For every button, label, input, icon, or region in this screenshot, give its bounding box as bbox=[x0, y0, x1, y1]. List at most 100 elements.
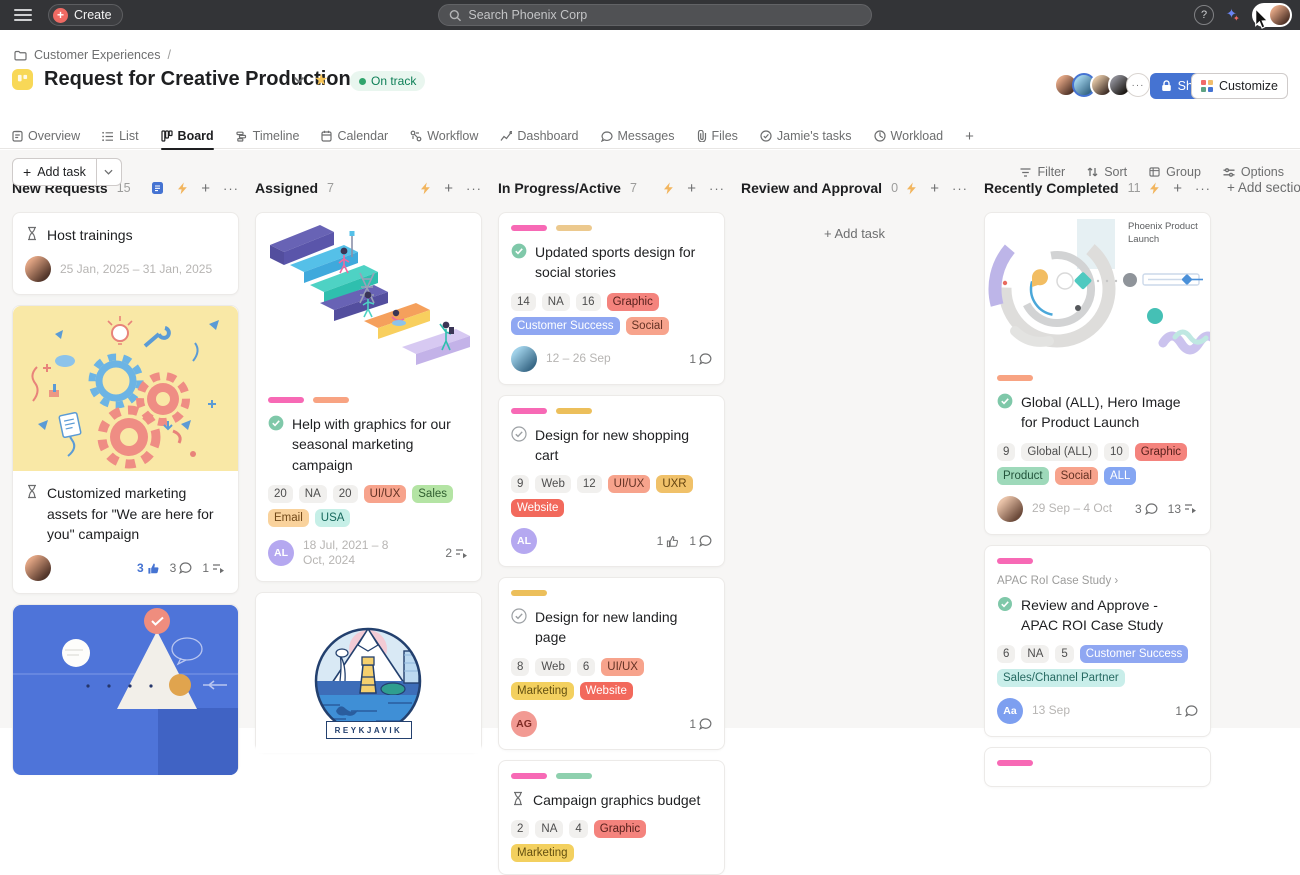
comment-icon[interactable] bbox=[699, 535, 712, 548]
chip[interactable]: Web bbox=[535, 657, 571, 676]
chip[interactable]: Customer Success bbox=[1079, 645, 1189, 664]
tab-workload[interactable]: Workload bbox=[873, 124, 943, 149]
hamburger-menu-icon[interactable] bbox=[14, 9, 32, 21]
rule-bolt-icon[interactable] bbox=[177, 182, 188, 195]
assignee-avatar[interactable] bbox=[511, 345, 537, 372]
chip[interactable]: UXR bbox=[656, 475, 693, 494]
rule-bolt-icon[interactable] bbox=[1149, 182, 1160, 195]
chip[interactable]: Graphic bbox=[1134, 442, 1188, 461]
rule-bolt-icon[interactable] bbox=[663, 182, 674, 195]
column-menu-icon[interactable]: ··· bbox=[709, 180, 725, 196]
comment-icon[interactable] bbox=[699, 352, 712, 365]
parent-task-link[interactable]: APAC RoI Case Study › bbox=[997, 574, 1119, 587]
image-card[interactable] bbox=[12, 604, 239, 776]
task-card[interactable]: Design for new landing page 8 Web 6 UI/U… bbox=[498, 577, 725, 750]
create-button[interactable]: + Create bbox=[48, 4, 123, 26]
chip[interactable]: ALL bbox=[1103, 466, 1137, 485]
tab-workflow[interactable]: Workflow bbox=[410, 124, 478, 149]
thumbs-up-icon[interactable] bbox=[147, 562, 160, 575]
chip[interactable]: Product bbox=[997, 466, 1049, 485]
chip[interactable]: 9 bbox=[997, 442, 1016, 461]
chip[interactable]: Web bbox=[535, 475, 571, 494]
check-circle-done-icon[interactable] bbox=[997, 596, 1013, 612]
project-icon[interactable] bbox=[12, 69, 33, 90]
subtask-icon[interactable] bbox=[455, 548, 469, 559]
assignee-avatar[interactable] bbox=[25, 256, 51, 283]
chip[interactable]: Website bbox=[579, 681, 633, 700]
task-card[interactable]: Campaign graphics budget 2 NA 4 Graphic … bbox=[498, 759, 725, 875]
task-card[interactable]: Design for new shopping cart 9 Web 12 UI… bbox=[498, 394, 725, 568]
tab-messages[interactable]: Messages bbox=[600, 124, 675, 149]
chip[interactable]: NA bbox=[535, 820, 564, 839]
filter-button[interactable]: Filter bbox=[1020, 165, 1065, 179]
comment-icon[interactable] bbox=[1185, 705, 1198, 718]
add-tab-button[interactable]: + bbox=[965, 127, 974, 145]
subtask-icon[interactable] bbox=[212, 563, 226, 574]
breadcrumb-label[interactable]: Customer Experiences bbox=[34, 48, 161, 62]
breadcrumb[interactable]: Customer Experiences / bbox=[14, 48, 171, 62]
chip[interactable]: NA bbox=[1021, 645, 1050, 664]
column-menu-icon[interactable]: ··· bbox=[223, 180, 239, 196]
tab-dashboard[interactable]: Dashboard bbox=[500, 124, 579, 149]
chip[interactable]: Global (ALL) bbox=[1021, 442, 1098, 461]
column-menu-icon[interactable]: ··· bbox=[1195, 180, 1211, 196]
tab-list[interactable]: List bbox=[102, 124, 139, 149]
column-header[interactable]: Recently Completed 11 + ··· bbox=[984, 178, 1211, 198]
add-card-icon[interactable]: + bbox=[444, 179, 453, 197]
add-card-icon[interactable]: + bbox=[687, 179, 696, 197]
column-header[interactable]: Review and Approval 0 + ··· bbox=[741, 178, 968, 198]
more-members-button[interactable]: ··· bbox=[1126, 73, 1150, 97]
chip[interactable]: 4 bbox=[569, 820, 588, 839]
task-card[interactable]: Phoenix Product Launch Global (ALL), Her… bbox=[984, 212, 1211, 535]
help-button[interactable]: ? bbox=[1194, 5, 1214, 25]
search-input[interactable] bbox=[468, 8, 861, 22]
thumbs-up-icon[interactable] bbox=[666, 535, 679, 548]
check-circle-icon[interactable] bbox=[511, 608, 527, 624]
chip[interactable]: 9 bbox=[511, 475, 530, 494]
ai-sparkle-icon[interactable]: ✦ ✦ bbox=[1226, 6, 1240, 23]
assignee-avatar[interactable]: AL bbox=[511, 528, 537, 555]
subtask-icon[interactable] bbox=[1184, 503, 1198, 514]
chip[interactable]: 10 bbox=[1103, 442, 1129, 461]
column-header[interactable]: In Progress/Active 7 + ··· bbox=[498, 178, 725, 198]
column-menu-icon[interactable]: ··· bbox=[952, 180, 968, 196]
chip[interactable]: 14 bbox=[511, 292, 536, 311]
comment-icon[interactable] bbox=[179, 562, 192, 575]
add-card-icon[interactable]: + bbox=[930, 179, 939, 197]
chip[interactable]: 12 bbox=[576, 475, 602, 494]
chip[interactable]: Sales bbox=[412, 484, 454, 503]
chevron-down-icon[interactable] bbox=[293, 76, 305, 84]
chip[interactable]: 5 bbox=[1055, 645, 1074, 664]
assignee-avatar[interactable]: AL bbox=[268, 540, 294, 567]
chip[interactable]: NA bbox=[541, 292, 570, 311]
profile-menu[interactable] bbox=[1252, 3, 1292, 27]
chip[interactable]: Sales/Channel Partner bbox=[997, 669, 1125, 688]
chip[interactable]: NA bbox=[298, 484, 327, 503]
add-section-button[interactable]: + Add section bbox=[1227, 180, 1300, 195]
chip[interactable]: USA bbox=[314, 508, 351, 527]
column-header[interactable]: Assigned 7 + ··· bbox=[255, 178, 482, 198]
chip[interactable]: Graphic bbox=[593, 820, 647, 839]
tab-files[interactable]: Files bbox=[697, 124, 738, 149]
image-card[interactable]: REYKJAVIK bbox=[255, 592, 482, 754]
tab-board[interactable]: Board bbox=[160, 124, 214, 150]
assignee-avatar[interactable]: Aa bbox=[997, 698, 1023, 725]
column-menu-icon[interactable]: ··· bbox=[466, 180, 482, 196]
comment-icon[interactable] bbox=[1144, 502, 1158, 515]
task-card[interactable]: Host trainings 25 Jan, 2025 – 31 Jan, 20… bbox=[12, 212, 239, 296]
assignee-avatar[interactable]: AG bbox=[511, 710, 537, 737]
assignee-avatar[interactable] bbox=[25, 555, 51, 582]
check-circle-done-icon[interactable] bbox=[997, 393, 1013, 409]
chip[interactable]: Marketing bbox=[511, 681, 574, 700]
add-card-icon[interactable]: + bbox=[201, 179, 210, 197]
chip[interactable]: Email bbox=[268, 508, 309, 527]
rule-bolt-icon[interactable] bbox=[906, 182, 917, 195]
global-search[interactable] bbox=[438, 4, 872, 26]
tab-calendar[interactable]: Calendar bbox=[321, 124, 388, 149]
add-card-icon[interactable]: + bbox=[1173, 179, 1182, 197]
chip[interactable]: Graphic bbox=[606, 292, 659, 311]
chip[interactable]: 20 bbox=[268, 484, 293, 503]
member-avatars[interactable]: ··· bbox=[1054, 73, 1150, 97]
chip[interactable]: UI/UX bbox=[363, 484, 407, 503]
check-circle-icon[interactable] bbox=[511, 425, 527, 442]
